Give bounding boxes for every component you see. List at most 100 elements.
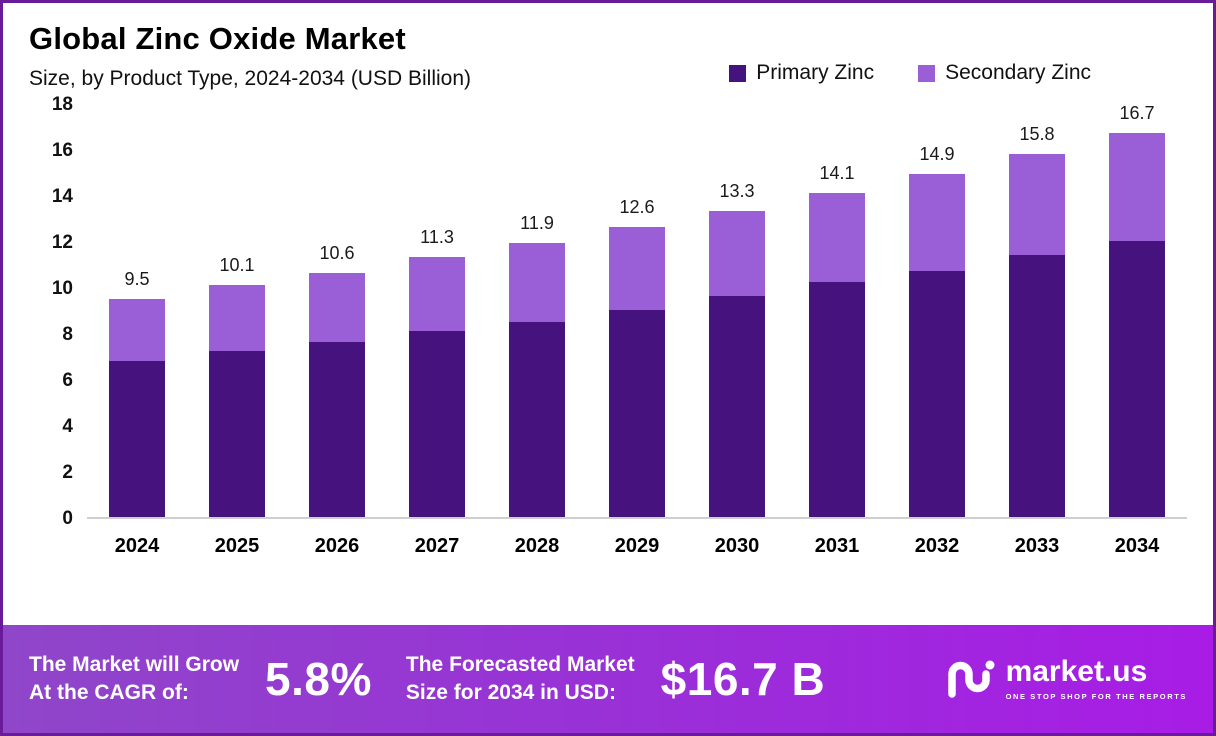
bar-column-2024: 9.5	[87, 105, 187, 517]
bar-total-label: 13.3	[719, 181, 755, 202]
y-tick-label: 14	[51, 186, 73, 207]
bar-column-2029: 12.6	[587, 105, 687, 517]
y-tick-label: 12	[51, 232, 73, 253]
bar-segment-primary-zinc	[109, 360, 165, 517]
bar-stack	[409, 257, 465, 517]
bar-segment-primary-zinc	[809, 282, 865, 517]
forecast-label-line2: Size for 2034 in USD:	[405, 681, 616, 704]
bar-segment-secondary-zinc	[809, 192, 865, 283]
y-tick-label: 6	[62, 370, 73, 391]
x-axis-label-2030: 2030	[714, 535, 760, 557]
market-us-logo: market.us ONE STOP SHOP FOR THE REPORTS	[946, 657, 1187, 701]
bar-column-2027: 11.3	[387, 105, 487, 517]
bar-segment-primary-zinc	[309, 342, 365, 517]
cagr-label-line2: At the CAGR of:	[29, 681, 189, 704]
bar-segment-primary-zinc	[1109, 241, 1165, 517]
logo-brand-text: market.us	[1005, 655, 1148, 688]
x-axis-label-2026: 2026	[314, 535, 360, 557]
legend: Primary Zinc Secondary Zinc	[729, 61, 1091, 85]
bar-stack	[609, 227, 665, 517]
bar-segment-secondary-zinc	[509, 243, 565, 322]
x-axis-label-2024: 2024	[114, 535, 160, 557]
bar-segment-primary-zinc	[909, 270, 965, 517]
bar-total-label: 9.5	[124, 268, 150, 289]
bar-column-2032: 14.9	[887, 105, 987, 517]
bar-column-2028: 11.9	[487, 105, 587, 517]
bar-column-2033: 15.8	[987, 105, 1087, 517]
y-tick-label: 0	[62, 508, 73, 529]
bar-column-2030: 13.3	[687, 105, 787, 517]
bar-segment-secondary-zinc	[909, 174, 965, 271]
y-tick-label: 16	[51, 140, 73, 161]
bar-total-label: 15.8	[1019, 123, 1055, 144]
bar-segment-secondary-zinc	[309, 273, 365, 343]
legend-item-primary-zinc: Primary Zinc	[729, 61, 874, 85]
bar-segment-secondary-zinc	[209, 284, 265, 352]
y-tick-label: 18	[51, 94, 73, 115]
forecast-label: The Forecasted Market Size for 2034 in U…	[406, 651, 635, 708]
bar-total-label: 14.9	[919, 144, 955, 165]
chart: 0 2 4 6 8 10 12 14 16 18 9.5 10.1 10.6 11.3 11.9 12.6 1…	[29, 94, 1187, 529]
y-axis: 0 2 4 6 8 10 12 14 16 18	[29, 94, 87, 529]
bar-segment-secondary-zinc	[409, 257, 465, 331]
logo-text-block: market.us ONE STOP SHOP FOR THE REPORTS	[1005, 655, 1187, 702]
bar-stack	[909, 174, 965, 517]
legend-label-primary: Primary Zinc	[756, 61, 875, 84]
legend-label-secondary: Secondary Zinc	[945, 61, 1091, 84]
y-tick-label: 2	[62, 462, 73, 483]
bar-total-label: 10.6	[319, 243, 355, 264]
x-axis-label-2029: 2029	[614, 535, 660, 557]
bar-segment-secondary-zinc	[1109, 132, 1165, 241]
bar-stack	[209, 284, 265, 517]
cagr-label: The Market will Grow At the CAGR of:	[29, 651, 239, 708]
y-tick-label: 8	[62, 324, 73, 345]
bar-segment-primary-zinc	[1009, 254, 1065, 517]
bar-stack	[1109, 132, 1165, 517]
bar-stack	[709, 211, 765, 517]
bar-segment-secondary-zinc	[109, 298, 165, 361]
bar-total-label: 11.3	[420, 227, 454, 248]
logo-tagline: ONE STOP SHOP FOR THE REPORTS	[1005, 692, 1187, 701]
bar-segment-primary-zinc	[409, 330, 465, 517]
bar-column-2025: 10.1	[187, 105, 287, 517]
bar-total-label: 16.7	[1119, 102, 1155, 123]
x-axis-label-2033: 2033	[1014, 535, 1060, 557]
x-axis-label-2034: 2034	[1114, 535, 1160, 557]
bar-segment-secondary-zinc	[609, 227, 665, 310]
y-tick-label: 10	[51, 278, 73, 299]
forecast-label-line1: The Forecasted Market	[405, 652, 635, 676]
bar-stack	[509, 243, 565, 517]
bar-stack	[809, 192, 865, 517]
chart-card: Global Zinc Oxide Market Size, by Produc…	[3, 3, 1213, 625]
market-us-logo-icon	[947, 660, 995, 698]
bar-segment-primary-zinc	[709, 296, 765, 517]
y-tick-label: 4	[62, 416, 73, 437]
bar-column-2031: 14.1	[787, 105, 887, 517]
x-axis-label-2032: 2032	[914, 535, 960, 557]
bar-segment-primary-zinc	[209, 351, 265, 517]
cagr-value: 5.8%	[265, 653, 372, 705]
chart-header: Global Zinc Oxide Market Size, by Produc…	[29, 21, 1187, 91]
plot-area: 9.5 10.1 10.6 11.3 11.9 12.6 13.3 14.1 14.9 15.8 1…	[87, 102, 1187, 519]
bar-total-label: 14.1	[819, 162, 855, 183]
bar-stack	[309, 273, 365, 517]
bar-stack	[109, 298, 165, 517]
bar-segment-secondary-zinc	[1009, 153, 1065, 255]
bar-segment-primary-zinc	[509, 321, 565, 517]
bar-column-2026: 10.6	[287, 105, 387, 517]
cagr-label-line1: The Market will Grow	[29, 652, 240, 676]
bar-segment-secondary-zinc	[709, 211, 765, 297]
bar-total-label: 12.6	[619, 197, 655, 218]
bar-total-label: 11.9	[520, 213, 554, 234]
bar-total-label: 10.1	[219, 254, 255, 275]
page-title: Global Zinc Oxide Market	[29, 21, 406, 56]
legend-swatch-secondary	[918, 64, 936, 82]
x-axis-label-2027: 2027	[414, 535, 460, 557]
x-axis: 2024 2025 2026 2027 2028 2029 2030 2031 2032 2033…	[87, 535, 1187, 558]
forecast-value: $16.7 B	[660, 653, 826, 705]
legend-swatch-primary	[729, 64, 747, 82]
title-block: Global Zinc Oxide Market Size, by Produc…	[29, 21, 471, 91]
x-axis-label-2025: 2025	[214, 535, 260, 557]
x-axis-label-2028: 2028	[514, 535, 560, 557]
